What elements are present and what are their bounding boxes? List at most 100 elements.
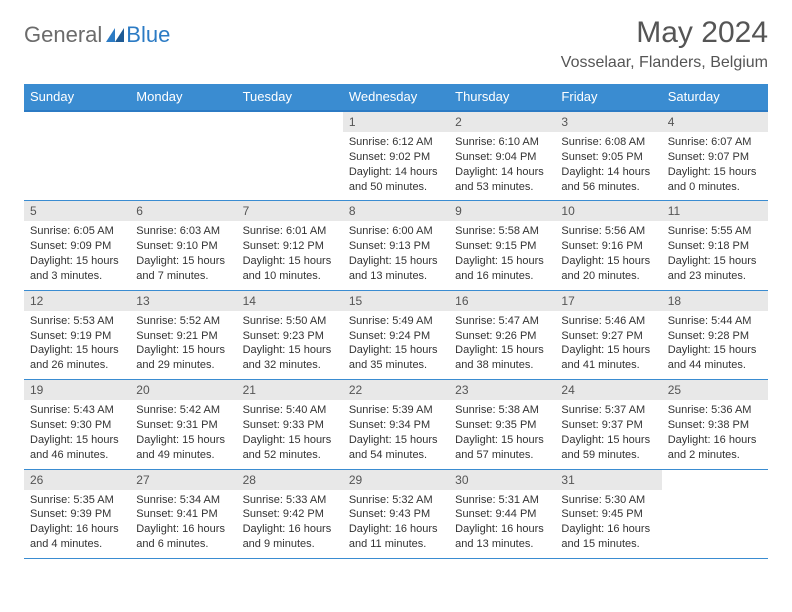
- sunset-text: Sunset: 9:26 PM: [455, 329, 549, 344]
- daylight-text-2: and 9 minutes.: [243, 537, 337, 552]
- day-number: 16: [449, 291, 555, 311]
- sunrise-text: Sunrise: 5:44 AM: [668, 314, 762, 329]
- daylight-text-1: Daylight: 16 hours: [136, 522, 230, 537]
- daylight-text-2: and 15 minutes.: [561, 537, 655, 552]
- day-number: 10: [555, 201, 661, 221]
- daylight-text-2: and 7 minutes.: [136, 269, 230, 284]
- daylight-text-2: and 2 minutes.: [668, 448, 762, 463]
- day-info: Sunrise: 5:36 AMSunset: 9:38 PMDaylight:…: [662, 400, 768, 468]
- daylight-text-1: Daylight: 16 hours: [668, 433, 762, 448]
- day-cell: 7Sunrise: 6:01 AMSunset: 9:12 PMDaylight…: [237, 201, 343, 289]
- day-info: Sunrise: 6:03 AMSunset: 9:10 PMDaylight:…: [130, 221, 236, 289]
- day-number: 17: [555, 291, 661, 311]
- daylight-text-2: and 38 minutes.: [455, 358, 549, 373]
- sunset-text: Sunset: 9:39 PM: [30, 507, 124, 522]
- day-info: Sunrise: 5:55 AMSunset: 9:18 PMDaylight:…: [662, 221, 768, 289]
- day-cell: [130, 112, 236, 200]
- daylight-text-1: Daylight: 15 hours: [30, 343, 124, 358]
- day-info: Sunrise: 5:40 AMSunset: 9:33 PMDaylight:…: [237, 400, 343, 468]
- day-info: Sunrise: 5:47 AMSunset: 9:26 PMDaylight:…: [449, 311, 555, 379]
- day-number: 26: [24, 470, 130, 490]
- daylight-text-1: Daylight: 15 hours: [136, 343, 230, 358]
- sunset-text: Sunset: 9:12 PM: [243, 239, 337, 254]
- day-number: 14: [237, 291, 343, 311]
- week-row: 26Sunrise: 5:35 AMSunset: 9:39 PMDayligh…: [24, 470, 768, 559]
- sunrise-text: Sunrise: 6:03 AM: [136, 224, 230, 239]
- daylight-text-2: and 41 minutes.: [561, 358, 655, 373]
- sunset-text: Sunset: 9:10 PM: [136, 239, 230, 254]
- sunset-text: Sunset: 9:28 PM: [668, 329, 762, 344]
- sunset-text: Sunset: 9:27 PM: [561, 329, 655, 344]
- sunset-text: Sunset: 9:15 PM: [455, 239, 549, 254]
- day-cell: 9Sunrise: 5:58 AMSunset: 9:15 PMDaylight…: [449, 201, 555, 289]
- day-cell: 13Sunrise: 5:52 AMSunset: 9:21 PMDayligh…: [130, 291, 236, 379]
- day-info: Sunrise: 5:53 AMSunset: 9:19 PMDaylight:…: [24, 311, 130, 379]
- daylight-text-2: and 20 minutes.: [561, 269, 655, 284]
- daylight-text-1: Daylight: 15 hours: [455, 254, 549, 269]
- day-info: Sunrise: 5:34 AMSunset: 9:41 PMDaylight:…: [130, 490, 236, 558]
- day-info: Sunrise: 5:44 AMSunset: 9:28 PMDaylight:…: [662, 311, 768, 379]
- sunrise-text: Sunrise: 5:31 AM: [455, 493, 549, 508]
- day-number: 9: [449, 201, 555, 221]
- sunrise-text: Sunrise: 5:32 AM: [349, 493, 443, 508]
- day-info: Sunrise: 6:00 AMSunset: 9:13 PMDaylight:…: [343, 221, 449, 289]
- sunrise-text: Sunrise: 5:36 AM: [668, 403, 762, 418]
- daylight-text-1: Daylight: 15 hours: [668, 343, 762, 358]
- daylight-text-1: Daylight: 15 hours: [668, 165, 762, 180]
- day-info: Sunrise: 5:52 AMSunset: 9:21 PMDaylight:…: [130, 311, 236, 379]
- sunrise-text: Sunrise: 6:07 AM: [668, 135, 762, 150]
- page-title: May 2024: [561, 16, 768, 50]
- day-number: 1: [343, 112, 449, 132]
- daylight-text-1: Daylight: 15 hours: [349, 343, 443, 358]
- sunset-text: Sunset: 9:02 PM: [349, 150, 443, 165]
- dow-cell: Friday: [555, 84, 661, 110]
- sunset-text: Sunset: 9:41 PM: [136, 507, 230, 522]
- daylight-text-1: Daylight: 15 hours: [243, 343, 337, 358]
- sunset-text: Sunset: 9:44 PM: [455, 507, 549, 522]
- daylight-text-1: Daylight: 15 hours: [561, 343, 655, 358]
- daylight-text-2: and 16 minutes.: [455, 269, 549, 284]
- week-row: 1Sunrise: 6:12 AMSunset: 9:02 PMDaylight…: [24, 112, 768, 201]
- day-number: 22: [343, 380, 449, 400]
- sunrise-text: Sunrise: 5:55 AM: [668, 224, 762, 239]
- day-info: Sunrise: 5:56 AMSunset: 9:16 PMDaylight:…: [555, 221, 661, 289]
- daylight-text-2: and 46 minutes.: [30, 448, 124, 463]
- sunrise-text: Sunrise: 5:52 AM: [136, 314, 230, 329]
- day-cell: 4Sunrise: 6:07 AMSunset: 9:07 PMDaylight…: [662, 112, 768, 200]
- day-number: 21: [237, 380, 343, 400]
- day-cell: 5Sunrise: 6:05 AMSunset: 9:09 PMDaylight…: [24, 201, 130, 289]
- sunset-text: Sunset: 9:24 PM: [349, 329, 443, 344]
- daylight-text-1: Daylight: 16 hours: [30, 522, 124, 537]
- sunrise-text: Sunrise: 6:00 AM: [349, 224, 443, 239]
- daylight-text-1: Daylight: 16 hours: [243, 522, 337, 537]
- day-cell: [237, 112, 343, 200]
- daylight-text-2: and 3 minutes.: [30, 269, 124, 284]
- day-cell: 14Sunrise: 5:50 AMSunset: 9:23 PMDayligh…: [237, 291, 343, 379]
- sunset-text: Sunset: 9:33 PM: [243, 418, 337, 433]
- dow-cell: Thursday: [449, 84, 555, 110]
- daylight-text-1: Daylight: 16 hours: [455, 522, 549, 537]
- sunrise-text: Sunrise: 5:37 AM: [561, 403, 655, 418]
- day-cell: 27Sunrise: 5:34 AMSunset: 9:41 PMDayligh…: [130, 470, 236, 558]
- day-number: 18: [662, 291, 768, 311]
- daylight-text-2: and 10 minutes.: [243, 269, 337, 284]
- logo-text-general: General: [24, 22, 102, 48]
- sunset-text: Sunset: 9:35 PM: [455, 418, 549, 433]
- day-info: Sunrise: 6:10 AMSunset: 9:04 PMDaylight:…: [449, 132, 555, 200]
- day-info: Sunrise: 5:58 AMSunset: 9:15 PMDaylight:…: [449, 221, 555, 289]
- day-number: 8: [343, 201, 449, 221]
- day-cell: 16Sunrise: 5:47 AMSunset: 9:26 PMDayligh…: [449, 291, 555, 379]
- day-info: Sunrise: 6:05 AMSunset: 9:09 PMDaylight:…: [24, 221, 130, 289]
- sunset-text: Sunset: 9:34 PM: [349, 418, 443, 433]
- daylight-text-1: Daylight: 15 hours: [455, 433, 549, 448]
- day-info: Sunrise: 5:33 AMSunset: 9:42 PMDaylight:…: [237, 490, 343, 558]
- daylight-text-2: and 11 minutes.: [349, 537, 443, 552]
- week-row: 12Sunrise: 5:53 AMSunset: 9:19 PMDayligh…: [24, 291, 768, 380]
- sunrise-text: Sunrise: 5:33 AM: [243, 493, 337, 508]
- dow-header-row: SundayMondayTuesdayWednesdayThursdayFrid…: [24, 84, 768, 112]
- day-cell: 23Sunrise: 5:38 AMSunset: 9:35 PMDayligh…: [449, 380, 555, 468]
- day-number: 5: [24, 201, 130, 221]
- day-cell: 10Sunrise: 5:56 AMSunset: 9:16 PMDayligh…: [555, 201, 661, 289]
- sunrise-text: Sunrise: 5:56 AM: [561, 224, 655, 239]
- day-number: 11: [662, 201, 768, 221]
